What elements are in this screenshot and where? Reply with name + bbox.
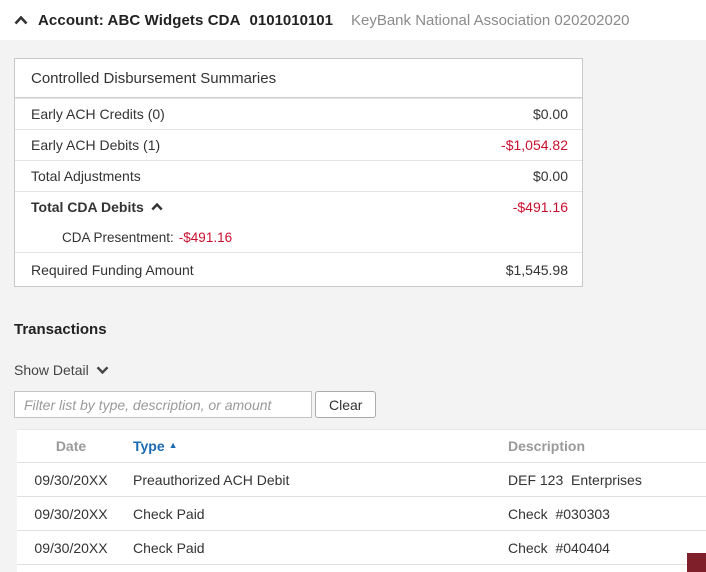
transactions-table: Date Type ▲ Description 09/30/20XX Preau… [17, 429, 706, 572]
row-label: Total CDA Debits [31, 199, 144, 215]
chevron-down-icon [96, 366, 109, 374]
transactions-heading: Transactions [14, 321, 107, 338]
cell-date: 09/30/20XX [34, 539, 108, 556]
cell-date: 09/30/20XX [34, 505, 108, 522]
cell-type: Preauthorized ACH Debit [133, 471, 290, 488]
row-label: Early ACH Credits (0) [31, 106, 165, 122]
row-label: Required Funding Amount [31, 261, 194, 278]
sub-row-label: CDA Presentment: [62, 229, 174, 245]
cutoff-red-corner-element[interactable] [687, 553, 706, 572]
summary-row-early-ach-credits: Early ACH Credits (0) $0.00 [15, 98, 582, 129]
account-number: 0101010101 [249, 11, 333, 29]
transaction-row: 09/30/20XX Check Paid Check #040404 [17, 531, 706, 565]
row-value: $0.00 [532, 168, 568, 184]
filter-bar: Clear [14, 391, 706, 418]
row-value: -$1,054.82 [501, 137, 568, 153]
cda-debits-collapse-chevron-icon[interactable] [151, 203, 163, 211]
column-header-description[interactable]: Description [508, 438, 586, 454]
summary-row-total-cda-debits: Total CDA Debits -$491.16 [15, 191, 582, 222]
clear-button[interactable]: Clear [315, 391, 377, 418]
cell-date: 09/30/20XX [34, 471, 108, 488]
account-collapse-chevron-icon[interactable] [14, 15, 28, 25]
row-value: -$491.16 [512, 199, 568, 215]
column-header-type-sort[interactable]: Type ▲ [133, 438, 178, 454]
row-value: $1,545.98 [505, 261, 568, 278]
summary-row-early-ach-debits: Early ACH Debits (1) -$1,054.82 [15, 129, 582, 160]
cda-presentment-detail-row: CDA Presentment: -$491.16 [15, 222, 582, 252]
filter-input[interactable] [14, 391, 312, 418]
column-header-date[interactable]: Date [55, 438, 87, 454]
summary-row-total-adjustments: Total Adjustments $0.00 [15, 160, 582, 191]
panel-title: Controlled Disbursement Summaries [15, 59, 582, 98]
transaction-row: 09/30/20XX Preauthorized ACH Debit DEF 1… [17, 463, 706, 497]
show-detail-toggle[interactable]: Show Detail [14, 362, 109, 378]
cell-type: Check Paid [133, 505, 205, 522]
cell-description: Check #040404 [508, 539, 610, 556]
cell-description: Check #030303 [508, 505, 610, 522]
sub-row-value: -$491.16 [178, 229, 233, 245]
summary-row-required-funding: Required Funding Amount $1,545.98 [15, 252, 582, 286]
column-header-type-label: Type [133, 438, 165, 454]
sort-ascending-icon: ▲ [168, 440, 178, 450]
cell-description: DEF 123 Enterprises [508, 471, 642, 488]
show-detail-label: Show Detail [14, 362, 89, 378]
row-value: $0.00 [532, 106, 568, 122]
account-header-bar: Account: ABC Widgets CDA 0101010101 KeyB… [0, 0, 706, 40]
row-label: Early ACH Debits (1) [31, 137, 161, 153]
transaction-row: 09/30/20XX Check Paid Check #030303 [17, 497, 706, 531]
bank-name-and-routing: KeyBank National Association 020202020 [350, 11, 630, 29]
row-label: Total Adjustments [31, 168, 141, 184]
table-header-row: Date Type ▲ Description [17, 430, 706, 463]
controlled-disbursement-panel: Controlled Disbursement Summaries Early … [14, 58, 583, 287]
account-title: Account: ABC Widgets CDA [38, 11, 241, 29]
cell-type: Check Paid [133, 539, 205, 556]
